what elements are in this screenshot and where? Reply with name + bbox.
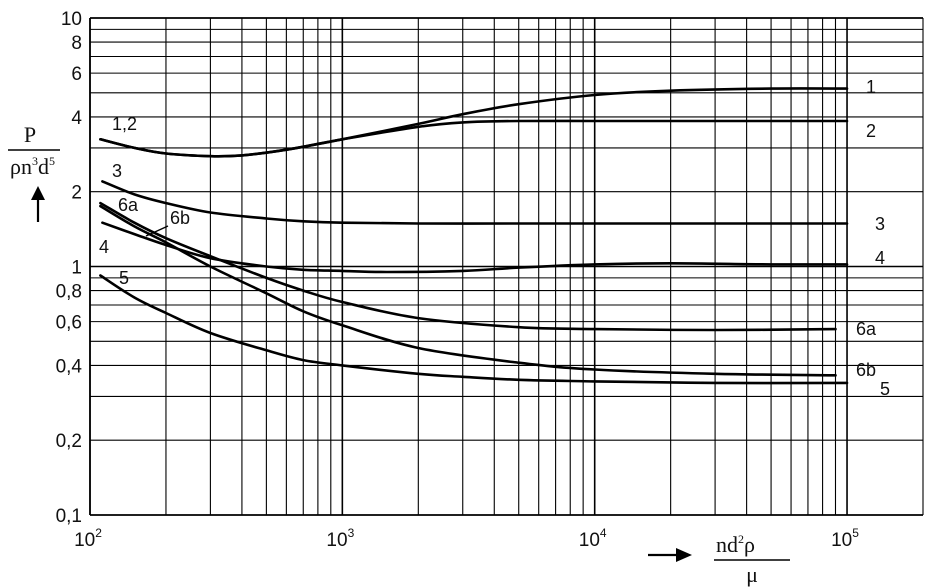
- y-tick-label: 4: [71, 108, 82, 129]
- curve-label-leader-6b: [145, 225, 169, 237]
- x-tick-label: 104: [579, 526, 607, 551]
- y-tick-label: 1: [71, 258, 82, 279]
- curve-5: [99, 274, 849, 385]
- y-tick-label: 10: [61, 9, 82, 30]
- y-tick-label: 8: [71, 33, 82, 54]
- y-tick-label: 2: [71, 183, 82, 204]
- curve-label-end-5: 5: [880, 379, 890, 399]
- curve-label-start-5: 5: [119, 268, 129, 288]
- x-label-denominator: μ: [746, 562, 758, 587]
- x-axis-arrow-icon: [648, 548, 692, 562]
- x-label-numerator: nd2ρ: [716, 532, 755, 557]
- curve-label-end-2: 2: [866, 121, 876, 141]
- y-tick-label: 0,4: [56, 356, 83, 377]
- curve-label-start-1: 1,2: [112, 114, 137, 134]
- curve-label-end-1: 1: [866, 77, 876, 97]
- curve-label-end-6a: 6a: [856, 319, 877, 339]
- curve-6b: [99, 204, 837, 377]
- curves: [99, 87, 849, 385]
- curve-label-start-6a: 6a: [118, 195, 139, 215]
- curve-label-start-6b: 6b: [170, 208, 190, 228]
- y-tick-label: 0,2: [56, 431, 82, 452]
- curve-label-start-4: 4: [99, 237, 109, 257]
- curve-3: [101, 180, 849, 225]
- curve-label-start-3: 3: [112, 161, 122, 181]
- y-tick-label: 0,8: [56, 282, 82, 303]
- curve-label-end-3: 3: [875, 214, 885, 234]
- curve-6a: [99, 201, 837, 332]
- y-axis-label: P ρn3d5: [8, 122, 60, 222]
- y-axis-arrow-icon: [31, 186, 45, 222]
- x-tick-label: 102: [74, 526, 102, 551]
- curve-label-end-4: 4: [875, 248, 885, 268]
- curve-2: [99, 119, 849, 158]
- grid-lines: [89, 17, 924, 516]
- y-tick-label: 0,6: [56, 313, 82, 334]
- curve-4: [101, 221, 849, 274]
- y-label-numerator: P: [24, 122, 36, 147]
- y-label-denominator: ρn3d5: [10, 154, 55, 179]
- x-tick-label: 103: [326, 526, 354, 551]
- x-tick-label: 105: [831, 526, 859, 551]
- x-axis-label: nd2ρ μ: [648, 532, 790, 587]
- y-tick-label: 6: [71, 64, 82, 85]
- curve-label-end-6b: 6b: [856, 360, 876, 380]
- y-tick-label: 0,1: [56, 506, 82, 527]
